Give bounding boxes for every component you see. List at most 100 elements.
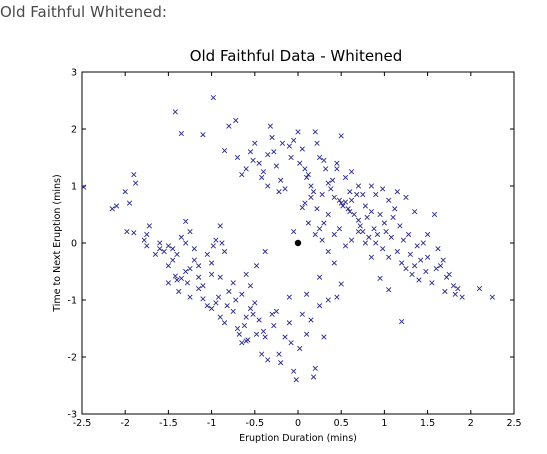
y-tick-label: -2 [68, 353, 77, 364]
data-point [262, 334, 268, 340]
data-point [342, 199, 349, 205]
data-point [253, 331, 260, 337]
data-point [217, 274, 223, 280]
data-point [144, 231, 150, 238]
data-point [443, 274, 450, 280]
data-point [252, 140, 258, 146]
data-point [348, 169, 355, 175]
data-point [373, 191, 379, 198]
data-point [219, 240, 225, 246]
data-point [440, 257, 446, 263]
data-point [338, 281, 344, 287]
data-point [409, 271, 415, 277]
data-point [217, 223, 223, 229]
y-tick-label: -1 [68, 296, 77, 307]
data-point [377, 275, 383, 281]
data-point [424, 231, 431, 238]
data-point [204, 251, 210, 258]
data-point [174, 251, 180, 258]
data-points [81, 95, 496, 383]
data-point [354, 191, 360, 198]
data-point [291, 228, 297, 235]
data-point [282, 186, 288, 192]
data-point [183, 268, 189, 275]
data-point [239, 171, 245, 178]
data-point [183, 218, 189, 224]
data-point [204, 303, 210, 309]
data-point [265, 183, 271, 189]
data-point [431, 211, 438, 218]
data-point [380, 246, 386, 252]
data-point [297, 160, 303, 166]
data-point [157, 246, 163, 252]
data-point [187, 266, 193, 272]
data-point [221, 320, 228, 326]
data-point [308, 183, 314, 189]
data-point [321, 334, 327, 340]
data-point [355, 228, 362, 235]
y-tick-label: -3 [68, 410, 77, 421]
data-point [308, 194, 314, 201]
data-point [302, 200, 308, 206]
data-point [295, 129, 301, 135]
data-point [420, 240, 426, 246]
x-tick-label: 1.5 [420, 418, 435, 429]
data-point [325, 180, 331, 186]
data-point [221, 148, 228, 154]
data-point [126, 200, 133, 206]
data-point [386, 254, 392, 260]
data-point [262, 248, 268, 255]
y-tick-label: 0 [71, 239, 77, 250]
data-point [210, 243, 216, 249]
data-point [380, 186, 386, 192]
data-point [377, 211, 383, 218]
center-marker [294, 239, 302, 247]
data-point [236, 331, 242, 337]
data-point [178, 234, 184, 240]
data-point [371, 226, 377, 232]
data-point [256, 160, 262, 166]
data-point [161, 248, 167, 255]
data-point [348, 237, 355, 243]
data-point [336, 197, 343, 203]
data-point [291, 368, 297, 374]
data-point [305, 171, 311, 178]
data-point [476, 285, 483, 292]
data-point [278, 360, 284, 366]
data-point [316, 154, 323, 161]
data-point [314, 140, 320, 146]
y-axis-label: Time to Next Eruption (mins) [52, 174, 63, 312]
data-point [329, 177, 336, 183]
data-point [191, 246, 197, 252]
data-point [394, 189, 400, 195]
y-tick-label: 2 [71, 125, 77, 136]
data-point [183, 240, 189, 246]
data-point [304, 174, 310, 181]
data-point [243, 338, 249, 344]
data-point [299, 205, 305, 211]
data-point [399, 319, 405, 325]
data-point [423, 268, 429, 275]
data-point [388, 234, 394, 240]
data-point [357, 223, 363, 229]
data-point [399, 260, 405, 266]
x-tick-label: 0.5 [334, 418, 349, 429]
data-point [386, 197, 392, 203]
data-point [213, 300, 219, 306]
data-point [319, 191, 325, 198]
data-point [455, 285, 461, 292]
data-point [239, 340, 245, 346]
data-point [239, 291, 245, 297]
data-point [196, 263, 202, 269]
data-point [368, 254, 375, 260]
data-point [297, 345, 303, 352]
data-point [345, 206, 351, 212]
data-point [187, 228, 193, 235]
data-point [452, 291, 458, 297]
data-point [418, 257, 424, 263]
data-point [172, 273, 178, 279]
data-point [273, 163, 280, 169]
data-point [174, 277, 180, 283]
data-point [414, 243, 420, 249]
data-point [383, 228, 389, 235]
